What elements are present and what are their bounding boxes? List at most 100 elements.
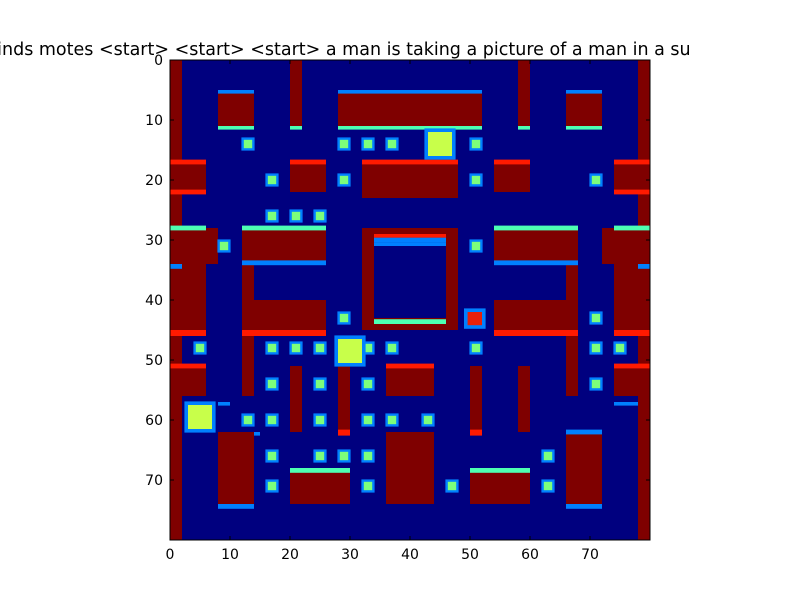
maze-wall-edge: [566, 90, 602, 94]
maze-wall-edge: [218, 90, 254, 94]
pellet: [267, 481, 277, 491]
pellet: [543, 451, 553, 461]
maze-wall-edge: [614, 330, 650, 336]
maze-wall-edge: [494, 260, 578, 266]
maze-wall-edge: [362, 159, 458, 165]
maze-wall-edge: [290, 126, 302, 130]
pellet: [615, 343, 625, 353]
maze-wall-edge: [218, 402, 230, 406]
pacman-sprite: [188, 405, 212, 429]
maze-wall: [290, 366, 302, 432]
pellet: [543, 481, 553, 491]
maze-wall-edge: [614, 189, 650, 195]
maze-wall: [494, 162, 530, 192]
ghost-sprite: [467, 312, 482, 326]
y-tick-label: 40: [145, 293, 163, 309]
maze-wall: [518, 60, 530, 126]
maze-wall-edge: [242, 330, 326, 336]
maze-wall-edge: [374, 319, 446, 324]
maze-wall-edge: [170, 330, 206, 336]
maze-wall: [290, 468, 350, 504]
pellet: [339, 175, 349, 185]
y-tick-label: 20: [145, 173, 163, 189]
maze-wall: [170, 366, 206, 396]
pellet: [363, 481, 373, 491]
maze-wall: [602, 228, 614, 264]
pellet: [243, 415, 253, 425]
pellet: [363, 415, 373, 425]
x-tick-label: 10: [221, 547, 239, 563]
pacman-game-frame: [170, 60, 650, 540]
maze-wall: [218, 432, 254, 504]
figure-title: kinds motes <start> <start> <start> a ma…: [0, 40, 691, 60]
maze-wall: [362, 228, 374, 330]
pellet: [267, 415, 277, 425]
x-tick-label: 50: [461, 547, 479, 563]
maze-wall: [614, 162, 650, 192]
maze-wall: [470, 468, 530, 504]
maze-wall: [170, 162, 206, 192]
pellet: [591, 343, 601, 353]
maze-wall-edge: [170, 189, 206, 195]
pellet: [315, 379, 325, 389]
maze-wall-edge: [638, 264, 650, 269]
pellet: [315, 415, 325, 425]
pellet: [471, 175, 481, 185]
maze-wall-edge: [614, 225, 650, 231]
pacman-sprite: [338, 339, 362, 363]
pellet: [243, 139, 253, 149]
pellet: [339, 451, 349, 461]
x-tick-label: 0: [166, 547, 175, 563]
y-tick-label: 60: [145, 413, 163, 429]
pellet: [291, 343, 301, 353]
maze-wall-edge: [242, 260, 326, 266]
maze-wall-edge: [242, 225, 326, 231]
pellet: [363, 451, 373, 461]
pellet: [315, 343, 325, 353]
maze-wall-edge: [494, 330, 578, 336]
maze-wall: [566, 432, 602, 504]
pellet: [267, 343, 277, 353]
maze-wall-edge: [494, 225, 578, 231]
pellet: [315, 211, 325, 221]
pellet: [591, 313, 601, 323]
maze-wall: [290, 60, 302, 126]
maze-wall: [218, 90, 254, 126]
maze-wall-edge: [614, 159, 650, 165]
pellet: [387, 415, 397, 425]
y-tick-label: 10: [145, 113, 163, 129]
pellet: [387, 139, 397, 149]
maze-wall: [446, 228, 458, 330]
y-tick-label: 70: [145, 473, 163, 489]
y-axis: 0 10 20 30 40 50 60 70: [145, 53, 650, 489]
maze-wall: [614, 366, 650, 396]
maze-wall: [338, 366, 350, 432]
maze-wall-edge: [518, 126, 530, 130]
pellet: [267, 379, 277, 389]
maze-wall-edge: [566, 126, 602, 130]
pellet: [471, 241, 481, 251]
maze-wall: [494, 228, 578, 264]
maze-wall: [242, 228, 326, 264]
maze-wall-edge: [374, 234, 446, 238]
maze-wall: [362, 192, 458, 198]
pellet: [339, 313, 349, 323]
x-axis: 0 10 20 30 40 50 60 70: [166, 60, 599, 563]
maze-wall-edge: [170, 225, 206, 231]
maze-wall: [386, 366, 434, 396]
maze-wall-edge: [170, 159, 206, 165]
maze-wall: [614, 228, 650, 336]
y-tick-label: 30: [145, 233, 163, 249]
pellet: [447, 481, 457, 491]
pellet: [195, 343, 205, 353]
maze-wall: [362, 162, 458, 192]
maze-wall: [206, 228, 218, 264]
pellet: [363, 139, 373, 149]
maze-wall-edge: [170, 363, 206, 369]
pacman-sprite: [428, 132, 452, 156]
maze-wall: [170, 228, 206, 336]
maze-wall: [290, 162, 326, 192]
maze-wall-edge: [494, 159, 530, 165]
pellet: [591, 379, 601, 389]
pellet: [471, 139, 481, 149]
